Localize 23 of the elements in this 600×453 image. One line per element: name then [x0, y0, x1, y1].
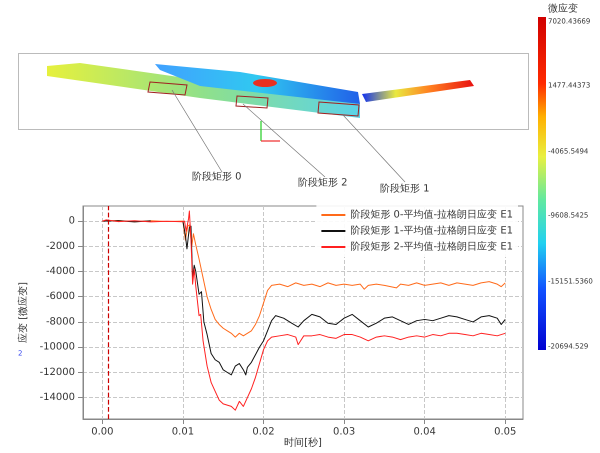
- y-tick-label: -6000: [46, 291, 75, 302]
- x-tick-label: 0.01: [172, 426, 194, 438]
- text: 阶段矩形 1: [380, 182, 430, 194]
- y-axis-title: 应变 [微应变]: [17, 282, 30, 343]
- x-tick-label: 0.02: [252, 426, 275, 438]
- y-tick-label: -14000: [40, 392, 75, 404]
- text: 微应变: [548, 2, 578, 14]
- x-tick-label: 0.05: [494, 426, 516, 438]
- x-axis-title: 时间[秒]: [284, 436, 322, 448]
- y-tick-label: -8000: [46, 316, 75, 328]
- text: 阶段矩形 2: [298, 176, 348, 188]
- text: 阶段矩形 0: [192, 170, 242, 182]
- legend-label: 阶段矩形 2-平均值-拉格朗日应变 E1: [350, 240, 514, 252]
- y-tick-label: -4000: [46, 266, 75, 278]
- x-tick-label: 0.00: [91, 426, 114, 438]
- legend-label: 阶段矩形 1-平均值-拉格朗日应变 E1: [350, 224, 514, 236]
- y-tick-label: 0: [68, 216, 75, 227]
- legend-label: 阶段矩形 0-平均值-拉格朗日应变 E1: [350, 208, 514, 220]
- y-tick-label: -10000: [40, 342, 75, 353]
- x-tick-label: 0.04: [414, 426, 436, 438]
- x-tick-label: 0.03: [332, 426, 356, 438]
- y-tick-label: -2000: [46, 240, 75, 252]
- y-tick-label: -12000: [40, 366, 75, 378]
